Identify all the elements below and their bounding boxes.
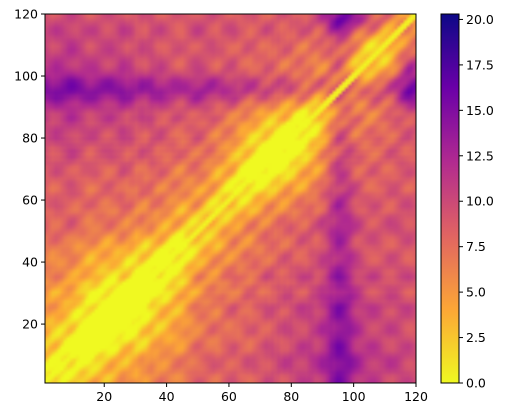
colorbar-tick-label: 17.5	[466, 57, 494, 72]
colorbar-tick-label: 0.0	[466, 376, 486, 391]
colorbar-tick-label: 12.5	[466, 148, 494, 163]
x-tick-label: 100	[342, 389, 366, 404]
distance-matrix-heatmap	[45, 14, 416, 383]
x-tick-label: 40	[159, 389, 175, 404]
colorbar-axis: 0.0 2.5 5.0 7.5 10.0 12.5 15.0 17.5 20.0	[459, 12, 494, 391]
colorbar-tick-label: 15.0	[466, 103, 494, 118]
x-tick-label: 20	[96, 389, 112, 404]
y-tick-label: 120	[14, 7, 38, 22]
x-tick-label: 80	[283, 389, 299, 404]
y-tick-label: 60	[22, 193, 38, 208]
colorbar-tick-label: 7.5	[466, 239, 486, 254]
colorbar-tick-label: 10.0	[466, 194, 494, 209]
x-axis: 20 40 60 80 100 120	[96, 383, 428, 404]
colorbar-tick-label: 2.5	[466, 330, 486, 345]
x-tick-label: 60	[221, 389, 237, 404]
y-tick-label: 20	[22, 317, 38, 332]
x-tick-label: 120	[404, 389, 428, 404]
colorbar	[440, 13, 460, 384]
colorbar-tick-label: 20.0	[466, 12, 494, 27]
y-axis: 20 40 60 80 100 120	[14, 7, 45, 332]
y-tick-label: 100	[14, 69, 38, 84]
y-tick-label: 80	[22, 131, 38, 146]
plot-frame	[44, 13, 417, 384]
y-tick-label: 40	[22, 255, 38, 270]
colorbar-tick-label: 5.0	[466, 285, 486, 300]
